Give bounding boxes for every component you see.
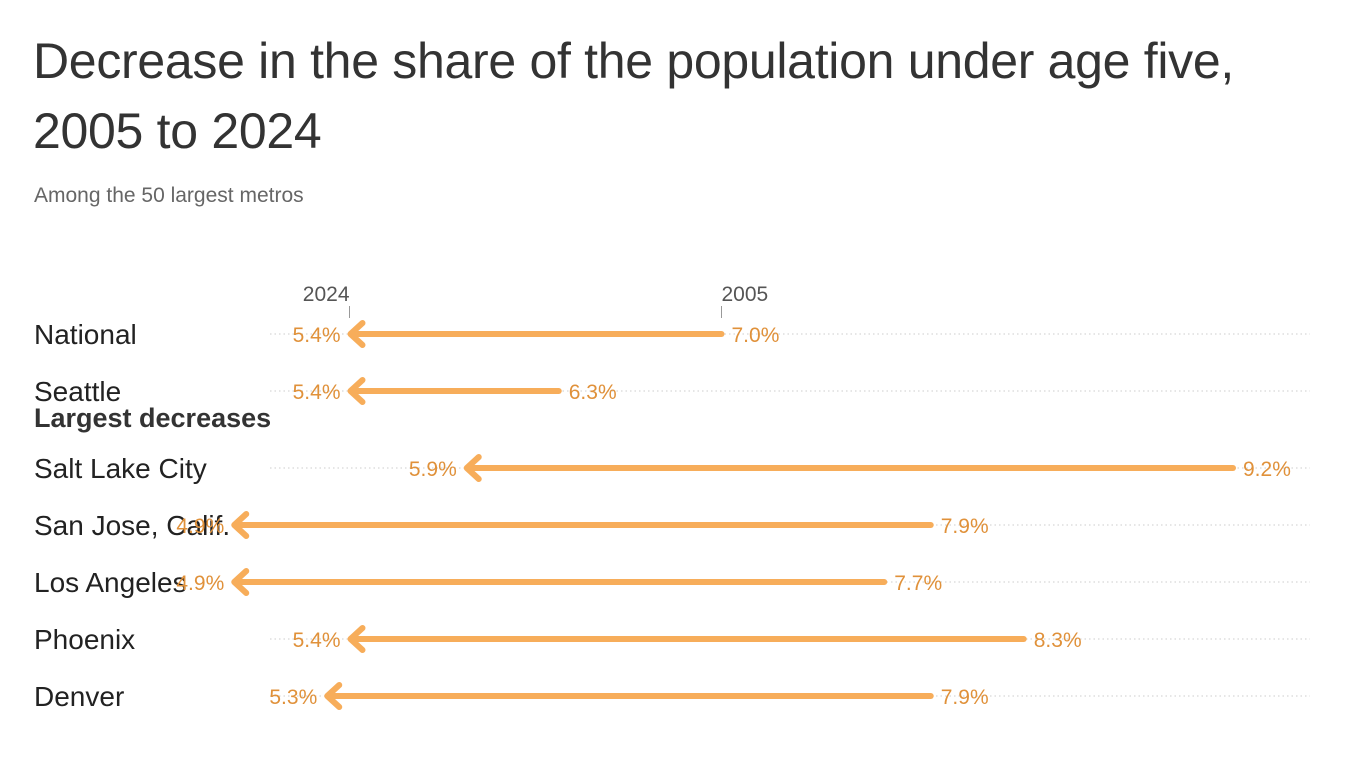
arrow-head xyxy=(347,320,366,348)
value-label-2005: 7.0% xyxy=(732,324,780,347)
value-label-2024: 5.3% xyxy=(269,686,317,709)
value-label-2024: 5.9% xyxy=(409,458,457,481)
row-label: Los Angeles xyxy=(34,567,187,598)
value-label-2005: 7.9% xyxy=(941,515,989,538)
row-label: Phoenix xyxy=(34,624,135,655)
value-label-2005: 8.3% xyxy=(1034,629,1082,652)
chart-title: Decrease in the share of the population … xyxy=(33,33,1234,159)
arrow-head xyxy=(231,511,250,539)
arrow-head xyxy=(347,625,366,653)
value-label-2024: 4.9% xyxy=(176,515,224,538)
arrow-head xyxy=(347,377,366,405)
value-label-2024: 4.9% xyxy=(176,572,224,595)
value-label-2024: 5.4% xyxy=(293,629,341,652)
value-label-2005: 9.2% xyxy=(1243,458,1291,481)
value-label-2024: 5.4% xyxy=(293,324,341,347)
chart-subtitle: Among the 50 largest metros xyxy=(34,184,304,207)
axis-label-2024: 2024 xyxy=(303,283,350,306)
value-label-2024: 5.4% xyxy=(293,381,341,404)
value-label-2005: 7.9% xyxy=(941,686,989,709)
row-label: National xyxy=(34,319,137,350)
arrow-head xyxy=(463,454,482,482)
row-label: San Jose, Calif. xyxy=(34,510,230,541)
value-label-2005: 6.3% xyxy=(569,381,617,404)
value-label-2005: 7.7% xyxy=(894,572,942,595)
arrow-head xyxy=(231,568,250,596)
group-label: Largest decreases xyxy=(34,403,271,433)
arrow-head xyxy=(324,682,343,710)
row-label: Salt Lake City xyxy=(34,453,207,484)
axis-label-2005: 2005 xyxy=(722,283,769,306)
row-label: Seattle xyxy=(34,376,121,407)
row-label: Denver xyxy=(34,681,124,712)
